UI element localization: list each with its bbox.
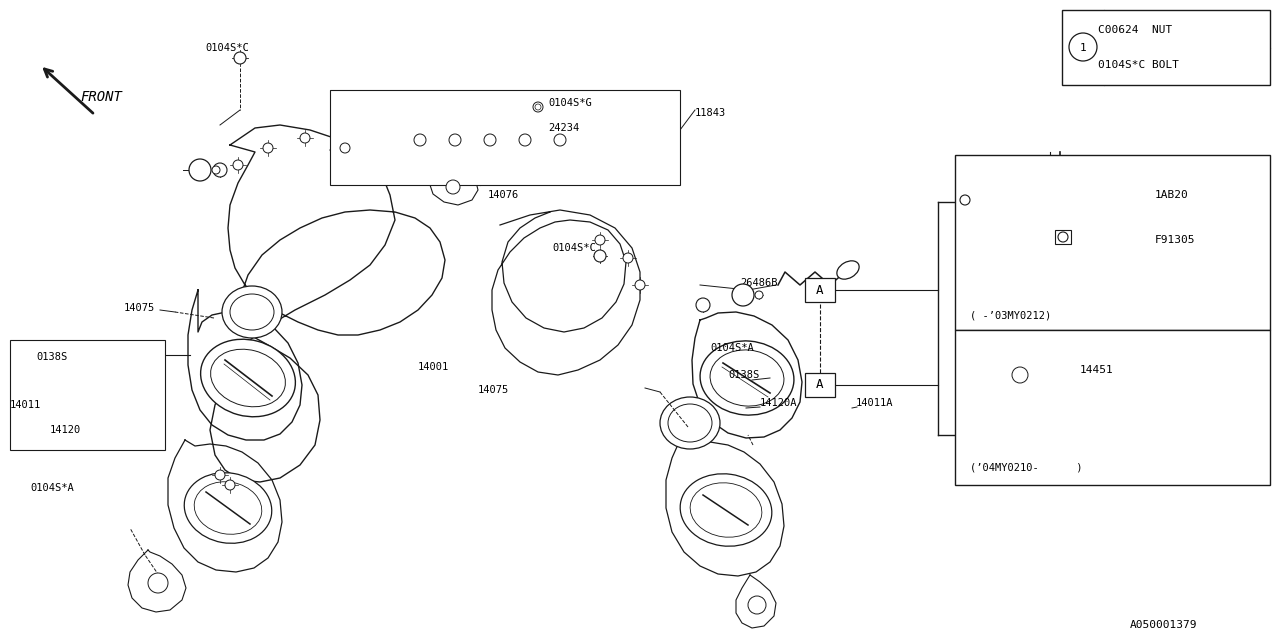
Circle shape	[233, 160, 243, 170]
Ellipse shape	[201, 339, 296, 417]
Circle shape	[696, 298, 710, 312]
Text: F91305: F91305	[1155, 235, 1196, 245]
Circle shape	[234, 52, 246, 64]
Text: FRONT: FRONT	[79, 90, 122, 104]
Text: (’04MY0210-      ): (’04MY0210- )	[970, 463, 1083, 473]
Text: 0138S: 0138S	[36, 352, 68, 362]
Text: ( -’03MY0212): ( -’03MY0212)	[970, 310, 1051, 320]
Text: 0104S*C: 0104S*C	[205, 43, 248, 53]
Text: A: A	[817, 378, 824, 392]
Text: 14075: 14075	[124, 303, 155, 313]
Text: 1: 1	[197, 165, 204, 175]
Circle shape	[1069, 33, 1097, 61]
Ellipse shape	[668, 404, 712, 442]
Circle shape	[262, 143, 273, 153]
Ellipse shape	[710, 350, 783, 406]
Text: 0104S*A: 0104S*A	[710, 343, 754, 353]
Text: 14001: 14001	[419, 362, 449, 372]
Bar	[955, 330, 1270, 485]
Bar	[1055, 230, 1071, 244]
Text: A050001379: A050001379	[1130, 620, 1198, 630]
Text: 1: 1	[1079, 43, 1087, 53]
Text: 0104S*C: 0104S*C	[552, 243, 595, 253]
Text: 1: 1	[740, 290, 746, 300]
Circle shape	[225, 480, 236, 490]
Text: 14075: 14075	[477, 385, 509, 395]
Circle shape	[518, 134, 531, 146]
Text: 14011: 14011	[10, 400, 41, 410]
Ellipse shape	[211, 349, 285, 407]
Text: 26486B: 26486B	[740, 278, 777, 288]
Circle shape	[554, 134, 566, 146]
Bar	[1062, 10, 1270, 85]
Ellipse shape	[837, 261, 859, 279]
Text: 14076: 14076	[488, 190, 520, 200]
Text: C00624  NUT: C00624 NUT	[1098, 25, 1172, 35]
Circle shape	[732, 284, 754, 306]
Ellipse shape	[680, 474, 772, 546]
Ellipse shape	[700, 341, 794, 415]
Text: 0104S*G: 0104S*G	[548, 98, 591, 108]
Ellipse shape	[184, 473, 271, 543]
Circle shape	[594, 250, 605, 262]
Circle shape	[449, 134, 461, 146]
Text: 0138S: 0138S	[728, 370, 759, 380]
Circle shape	[215, 470, 225, 480]
Ellipse shape	[690, 483, 762, 537]
Circle shape	[340, 143, 349, 153]
Circle shape	[623, 253, 634, 263]
Circle shape	[755, 291, 763, 299]
Ellipse shape	[195, 482, 262, 534]
Circle shape	[595, 235, 605, 245]
Circle shape	[189, 159, 211, 181]
Text: 11843: 11843	[695, 108, 726, 118]
Ellipse shape	[1002, 361, 1038, 389]
Bar	[10, 340, 165, 450]
Text: 14011A: 14011A	[856, 398, 893, 408]
Bar	[330, 90, 680, 185]
Text: 14120: 14120	[50, 425, 81, 435]
Circle shape	[748, 596, 765, 614]
Text: 0104S*A: 0104S*A	[29, 483, 74, 493]
Circle shape	[212, 166, 220, 174]
Ellipse shape	[221, 286, 282, 338]
Ellipse shape	[230, 294, 274, 330]
Ellipse shape	[660, 397, 719, 449]
Bar	[955, 155, 1270, 330]
Text: 1AB20: 1AB20	[1155, 190, 1189, 200]
Text: A: A	[817, 284, 824, 296]
Circle shape	[635, 280, 645, 290]
Text: 14451: 14451	[1080, 365, 1114, 375]
Circle shape	[960, 195, 970, 205]
Text: 14120A: 14120A	[760, 398, 797, 408]
Circle shape	[212, 163, 227, 177]
Bar	[805, 373, 835, 397]
Text: 0104S*C BOLT: 0104S*C BOLT	[1098, 60, 1179, 70]
Circle shape	[445, 180, 460, 194]
Bar	[805, 278, 835, 302]
Circle shape	[1012, 367, 1028, 383]
Circle shape	[300, 133, 310, 143]
Circle shape	[148, 573, 168, 593]
Text: 24234: 24234	[548, 123, 580, 133]
Circle shape	[535, 104, 541, 110]
Circle shape	[484, 134, 497, 146]
Circle shape	[1059, 232, 1068, 242]
Circle shape	[532, 102, 543, 112]
Circle shape	[413, 134, 426, 146]
